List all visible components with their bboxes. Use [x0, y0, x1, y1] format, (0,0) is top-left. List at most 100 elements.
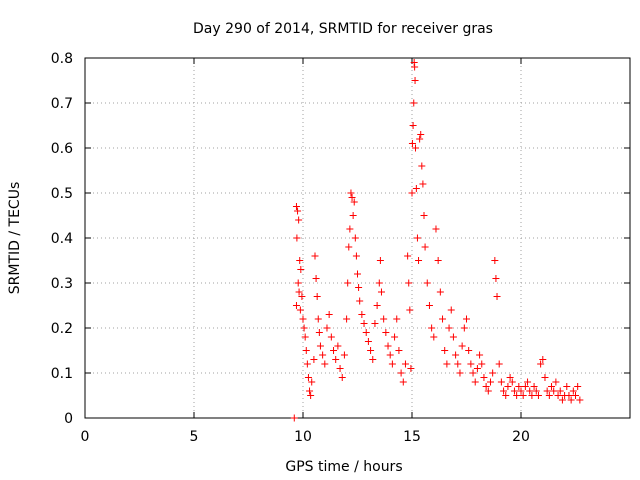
data-point	[550, 387, 558, 395]
data-point	[504, 383, 512, 390]
data-point	[296, 306, 304, 314]
data-point	[356, 297, 364, 305]
data-point	[384, 342, 392, 350]
y-tick-label: 0.6	[51, 141, 73, 157]
data-point	[510, 387, 518, 395]
data-point	[519, 392, 527, 399]
data-point	[537, 360, 545, 368]
data-point	[434, 257, 442, 264]
data-point	[460, 324, 468, 332]
data-point	[406, 306, 414, 314]
y-tick-label: 0.3	[51, 276, 73, 292]
data-point	[492, 275, 500, 282]
data-point	[316, 342, 324, 350]
y-axis-label: SRMTID / TECUs	[7, 182, 23, 295]
data-point	[307, 392, 315, 399]
data-point	[556, 387, 564, 395]
data-point	[312, 275, 320, 282]
data-point	[347, 189, 355, 197]
data-point	[491, 257, 499, 264]
data-point	[521, 383, 529, 390]
data-point	[476, 351, 484, 359]
y-tick-label: 0.8	[51, 51, 73, 67]
data-point	[497, 378, 505, 386]
data-point	[417, 131, 425, 138]
data-point	[311, 252, 319, 260]
data-point	[513, 392, 521, 399]
data-point	[411, 77, 419, 84]
data-point	[508, 378, 516, 386]
data-point	[420, 212, 428, 219]
data-point	[397, 369, 405, 377]
y-tick-label: 0.7	[51, 96, 73, 112]
data-point	[515, 383, 523, 390]
data-point	[376, 257, 384, 264]
data-point	[352, 252, 360, 260]
data-point	[336, 365, 344, 372]
data-point	[386, 351, 394, 359]
data-point	[436, 288, 444, 296]
data-point	[541, 374, 549, 381]
data-point	[367, 347, 375, 354]
data-point	[355, 284, 363, 291]
data-point	[425, 302, 433, 309]
data-point	[405, 279, 413, 287]
y-tick-label: 0.1	[51, 366, 73, 382]
data-point	[500, 387, 508, 395]
axes: 0 5 10 15 20 0 0.1 0.2 0.3 0.4 0.5 0.6 0.7 0.8	[51, 51, 631, 445]
data-point	[391, 333, 399, 341]
data-point	[569, 387, 577, 395]
data-point	[418, 162, 426, 170]
data-point	[350, 198, 358, 206]
data-point	[554, 392, 562, 399]
x-tick-label: 20	[512, 429, 530, 445]
data-point	[308, 378, 316, 386]
data-point	[395, 347, 403, 354]
data-point	[323, 324, 331, 332]
data-point	[377, 288, 385, 296]
data-point	[484, 387, 492, 395]
data-point	[445, 324, 453, 332]
data-point	[303, 360, 311, 368]
data-point	[294, 207, 302, 215]
data-point	[369, 356, 377, 363]
data-point	[292, 203, 300, 210]
data-point	[298, 293, 306, 300]
data-point	[576, 396, 584, 404]
data-point	[319, 351, 327, 359]
data-point	[290, 414, 298, 422]
data-point	[439, 315, 447, 323]
data-point	[330, 347, 338, 354]
data-point	[393, 315, 401, 323]
data-point	[295, 288, 303, 296]
data-point	[375, 279, 383, 287]
data-point	[371, 320, 379, 327]
data-point	[411, 144, 419, 152]
data-point	[380, 315, 388, 323]
data-point	[321, 360, 329, 368]
data-point	[480, 374, 488, 381]
data-point	[292, 302, 300, 309]
data-points	[290, 59, 584, 422]
data-point	[411, 63, 419, 71]
data-point	[382, 329, 390, 336]
data-point	[471, 378, 479, 386]
data-point	[349, 212, 357, 219]
data-point	[543, 387, 551, 395]
data-point	[404, 252, 412, 260]
data-point	[306, 387, 314, 395]
data-point	[334, 342, 342, 350]
data-point	[409, 122, 417, 129]
data-point	[539, 356, 547, 363]
y-tick-label: 0.5	[51, 186, 73, 202]
data-point	[407, 365, 415, 372]
data-point	[401, 360, 409, 368]
data-point	[552, 378, 560, 386]
data-point	[574, 383, 582, 390]
data-point	[315, 329, 323, 336]
data-point	[489, 369, 497, 377]
data-point	[412, 185, 420, 192]
data-point	[432, 225, 440, 233]
x-axis-label: GPS time / hours	[285, 459, 402, 475]
data-point	[449, 333, 457, 341]
